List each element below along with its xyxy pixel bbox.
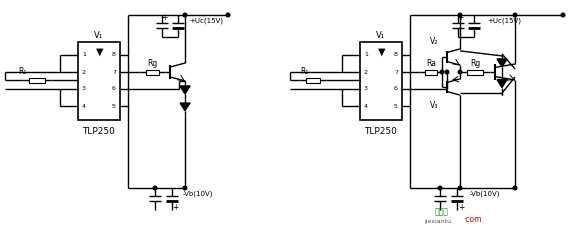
Text: 2: 2: [82, 69, 86, 75]
Text: -Vb(10V): -Vb(10V): [470, 191, 501, 197]
Text: TLP250: TLP250: [364, 126, 397, 135]
Text: 7: 7: [112, 69, 116, 75]
Circle shape: [226, 13, 230, 17]
Circle shape: [458, 13, 462, 17]
Circle shape: [513, 186, 517, 190]
Text: V₂: V₂: [430, 37, 438, 46]
Text: Rg: Rg: [470, 59, 480, 68]
Text: 1: 1: [364, 52, 368, 58]
Circle shape: [438, 186, 442, 190]
Circle shape: [458, 186, 462, 190]
Bar: [29, 77, 45, 83]
Polygon shape: [180, 103, 190, 111]
Bar: [467, 69, 483, 75]
Text: 6: 6: [112, 87, 116, 92]
Circle shape: [153, 186, 157, 190]
Text: +: +: [457, 13, 463, 22]
Polygon shape: [497, 59, 507, 67]
Text: +Uc(15V): +Uc(15V): [487, 18, 521, 24]
Text: 3: 3: [364, 87, 368, 92]
Polygon shape: [180, 86, 190, 94]
Text: 接线图: 接线图: [435, 207, 449, 216]
Text: V₁: V₁: [95, 30, 103, 39]
Text: +Uc(15V): +Uc(15V): [189, 18, 223, 24]
Text: TLP250: TLP250: [83, 126, 115, 135]
Text: +: +: [161, 13, 167, 22]
Text: 4: 4: [82, 104, 86, 109]
Text: 2: 2: [364, 69, 368, 75]
Text: 8: 8: [394, 52, 398, 58]
Bar: [78, 42, 120, 120]
Text: 6: 6: [394, 87, 398, 92]
Text: V₃: V₃: [430, 101, 438, 110]
Bar: [360, 42, 402, 120]
Text: +: +: [172, 202, 178, 211]
Text: 7: 7: [394, 69, 398, 75]
Text: ·com: ·com: [463, 215, 481, 224]
Circle shape: [183, 186, 187, 190]
Text: Rg: Rg: [148, 59, 158, 68]
Circle shape: [183, 13, 187, 17]
Text: V₁: V₁: [377, 30, 386, 39]
Text: -Vb(10V): -Vb(10V): [183, 191, 214, 197]
Text: R₁: R₁: [300, 67, 308, 76]
Bar: [146, 69, 160, 75]
Bar: [425, 69, 437, 75]
Text: 8: 8: [112, 52, 116, 58]
Text: jiexiantu: jiexiantu: [424, 219, 452, 224]
Polygon shape: [497, 80, 507, 88]
Circle shape: [561, 13, 565, 17]
Circle shape: [513, 13, 517, 17]
Text: Ra: Ra: [426, 59, 436, 68]
Text: 5: 5: [394, 104, 398, 109]
Circle shape: [458, 70, 462, 74]
Circle shape: [440, 70, 444, 74]
Bar: [306, 77, 320, 83]
Text: R₁: R₁: [18, 67, 26, 76]
Text: ▼: ▼: [378, 47, 386, 57]
Text: +: +: [458, 202, 464, 211]
Text: 5: 5: [112, 104, 116, 109]
Text: 4: 4: [364, 104, 368, 109]
Circle shape: [445, 70, 449, 74]
Text: 3: 3: [82, 87, 86, 92]
Text: ▼: ▼: [96, 47, 104, 57]
Text: 1: 1: [82, 52, 86, 58]
